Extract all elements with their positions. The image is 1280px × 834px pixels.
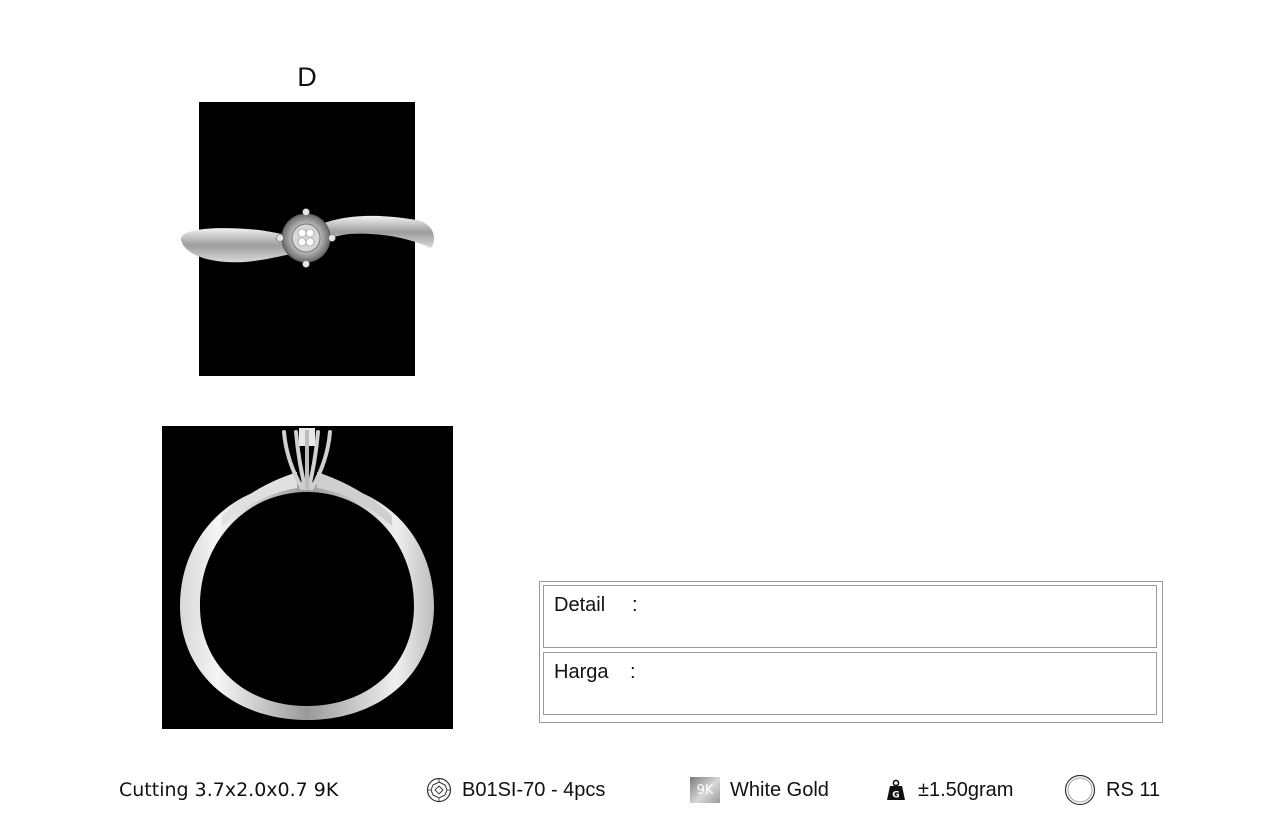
stone-text: B01SI-70 - 4pcs <box>462 778 606 801</box>
price-separator: : <box>630 661 636 683</box>
weight-text: ±1.50gram <box>918 778 1014 801</box>
cutting-spec: Cutting 3.7x2.0x0.7 9K <box>119 776 338 804</box>
size-text: RS 11 <box>1106 778 1161 801</box>
price-row: Harga : <box>543 652 1157 715</box>
ring-band <box>180 482 434 720</box>
ring-prong-head <box>282 430 332 490</box>
round-diamond-icon <box>426 777 452 803</box>
weight-icon: G <box>887 779 905 801</box>
diamond-stone <box>305 228 315 238</box>
detail-price-table: Detail : Harga : <box>539 581 1163 723</box>
stone-spec: B01SI-70 - 4pcs <box>426 776 605 804</box>
ring-top-view-image <box>180 208 435 268</box>
metal-spec: 9K White Gold <box>690 776 829 804</box>
view-label: D <box>297 62 317 92</box>
detail-label: Detail <box>554 594 606 616</box>
karat-badge-icon: 9K <box>690 777 720 803</box>
weight-spec: G ±1.50gram <box>884 776 1013 804</box>
ring-size-icon <box>1064 774 1096 806</box>
price-label: Harga <box>554 661 609 683</box>
cutting-text: Cutting 3.7x2.0x0.7 9K <box>119 779 339 801</box>
detail-row: Detail : <box>543 585 1157 648</box>
diamond-stone <box>297 237 307 247</box>
diamond-stone <box>297 228 307 238</box>
ring-shank-left <box>180 228 303 263</box>
ring-shoulder-left <box>222 472 297 526</box>
detail-separator: : <box>632 594 638 616</box>
diamond-stone <box>305 237 315 247</box>
size-spec: RS 11 <box>1064 774 1161 806</box>
weight-badge-text: G <box>892 791 899 801</box>
ring-shoulder-right <box>317 472 392 526</box>
ring-front-view-image <box>180 428 434 720</box>
metal-text: White Gold <box>730 778 829 801</box>
ring-front-view-render <box>162 426 453 729</box>
ring-top-view-render <box>180 102 435 376</box>
ring-shank-right <box>309 215 435 248</box>
